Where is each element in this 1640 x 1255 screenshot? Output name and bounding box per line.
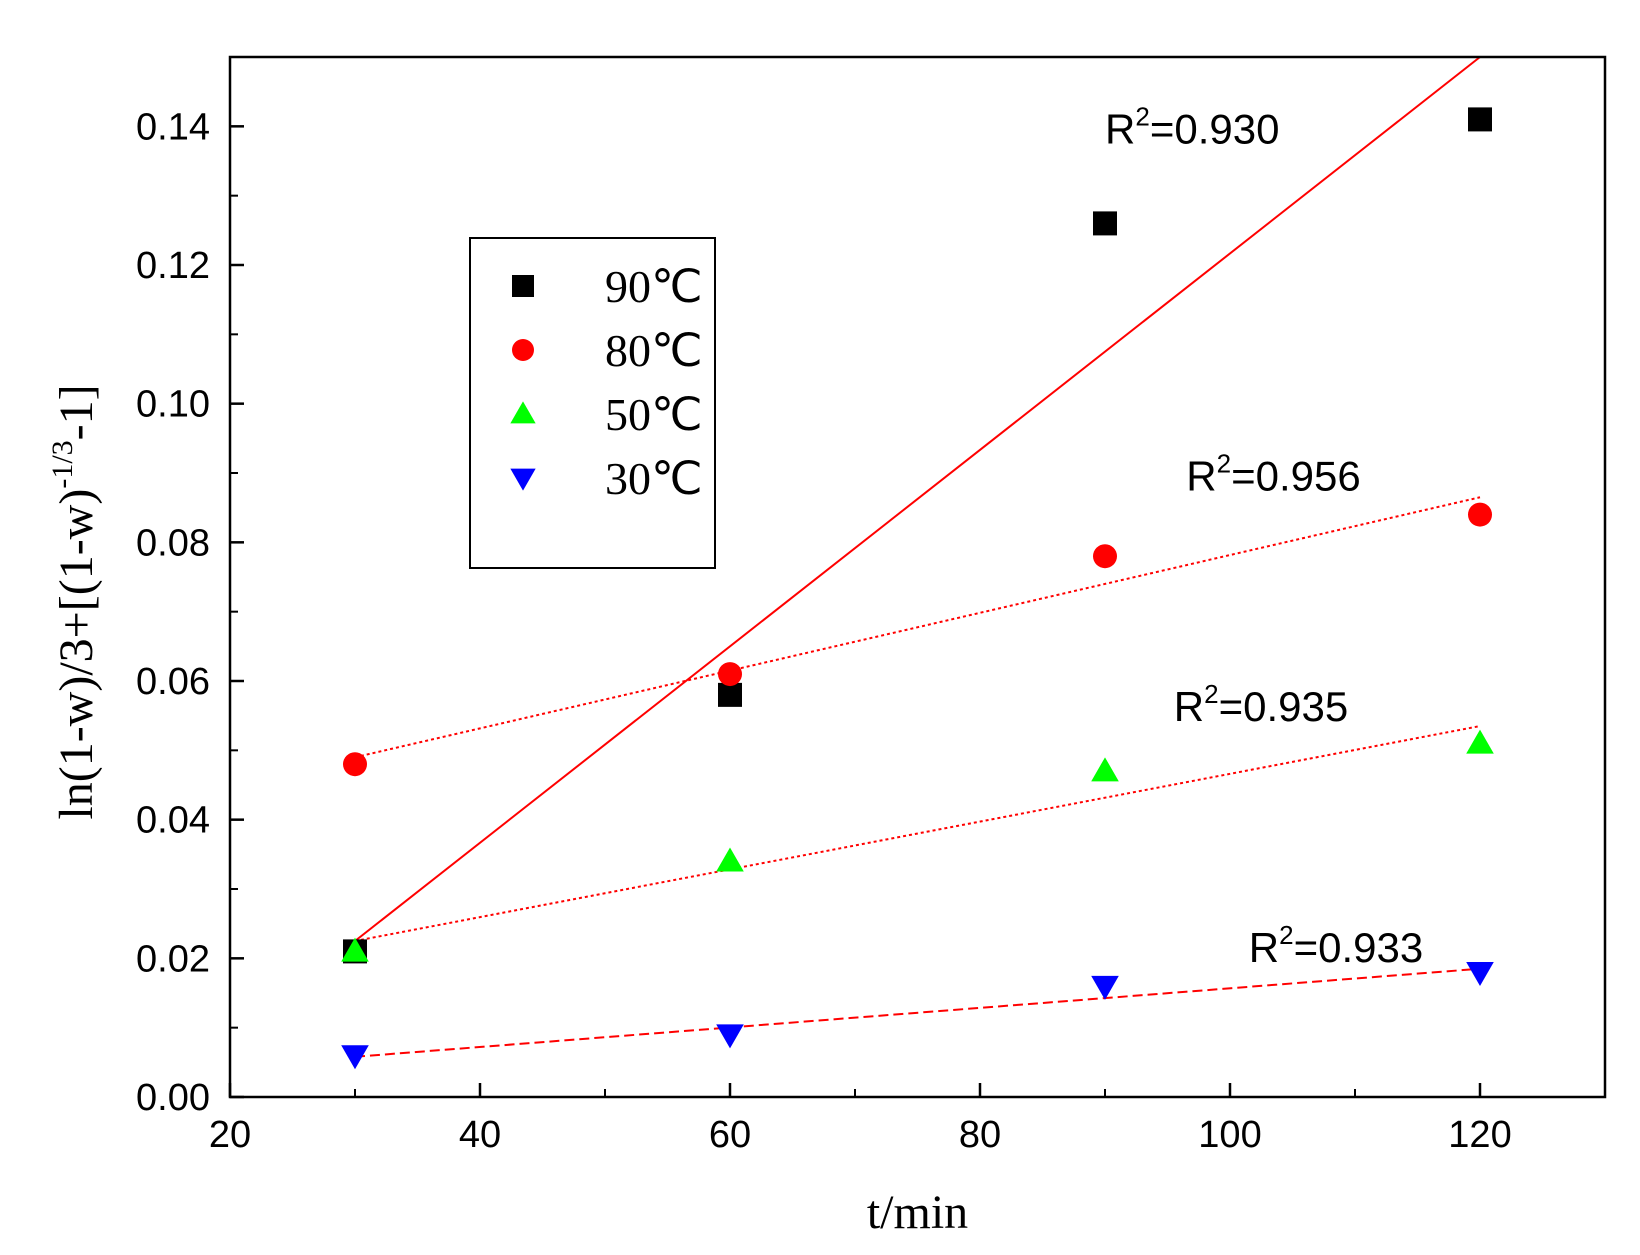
data-point <box>1468 107 1492 132</box>
y-tick-label: 0.10 <box>136 384 210 426</box>
data-point <box>341 937 369 962</box>
x-tick-label: 60 <box>709 1114 751 1156</box>
legend-marker <box>510 401 536 424</box>
data-point <box>1093 544 1117 569</box>
r-squared-label: R2=0.930 <box>1105 102 1279 153</box>
data-point <box>1466 962 1494 986</box>
x-tick-label: 100 <box>1198 1114 1261 1156</box>
y-tick-label: 0.08 <box>136 522 210 564</box>
plot-frame <box>228 55 1607 1099</box>
legend: 90℃ 80℃ 50℃ 30℃ <box>469 237 716 569</box>
x-axis-ticks: 20 40 60 80 100 120 <box>209 1083 1512 1156</box>
y-tick-label: 0.04 <box>136 800 210 842</box>
fit-line <box>354 56 1481 942</box>
r-squared-label: R2=0.933 <box>1249 920 1423 971</box>
y-tick-label: 0.02 <box>136 938 210 980</box>
legend-label: 50℃ <box>605 389 703 440</box>
legend-label: 30℃ <box>605 453 703 504</box>
fit-line <box>354 496 1481 759</box>
data-point <box>1091 757 1119 782</box>
data-points <box>341 107 1494 1070</box>
legend-marker <box>510 468 536 491</box>
r-squared-labels: R2=0.930 R2=0.956 R2=0.935 R2=0.933 <box>1105 102 1423 971</box>
legend-marker <box>512 275 534 297</box>
data-point <box>718 662 742 687</box>
x-tick-label: 120 <box>1448 1114 1511 1156</box>
legend-label: 80℃ <box>605 325 703 376</box>
x-axis-title: t/min <box>867 1186 968 1239</box>
data-point <box>718 682 742 707</box>
y-axis-title: ln(1-w)/3+[(1-w)-1/3-1] <box>46 384 103 819</box>
legend-box <box>469 237 716 569</box>
data-point <box>716 847 744 872</box>
fit-line <box>354 725 1481 942</box>
y-axis-ticks: 0.00 0.02 0.04 0.06 0.08 0.10 0.12 0.14 <box>136 106 244 1119</box>
y-tick-label: 0.00 <box>136 1077 210 1119</box>
data-point <box>1093 211 1117 236</box>
r-squared-label: R2=0.935 <box>1174 679 1348 730</box>
fit-lines <box>354 56 1481 1058</box>
y-tick-label: 0.12 <box>136 245 210 287</box>
data-point <box>716 1024 744 1049</box>
data-point <box>1466 729 1494 754</box>
x-tick-label: 20 <box>209 1114 251 1156</box>
data-point <box>1091 975 1119 1000</box>
data-point <box>1468 502 1492 527</box>
r-squared-label: R2=0.956 <box>1186 448 1360 499</box>
fit-line <box>354 967 1481 1058</box>
y-tick-label: 0.06 <box>136 661 210 703</box>
legend-label: 90℃ <box>605 261 703 312</box>
legend-marker <box>512 339 534 361</box>
data-point <box>341 1045 369 1070</box>
x-tick-label: 40 <box>459 1114 501 1156</box>
x-tick-label: 80 <box>959 1114 1001 1156</box>
data-point <box>343 752 367 777</box>
y-tick-label: 0.14 <box>136 106 210 148</box>
